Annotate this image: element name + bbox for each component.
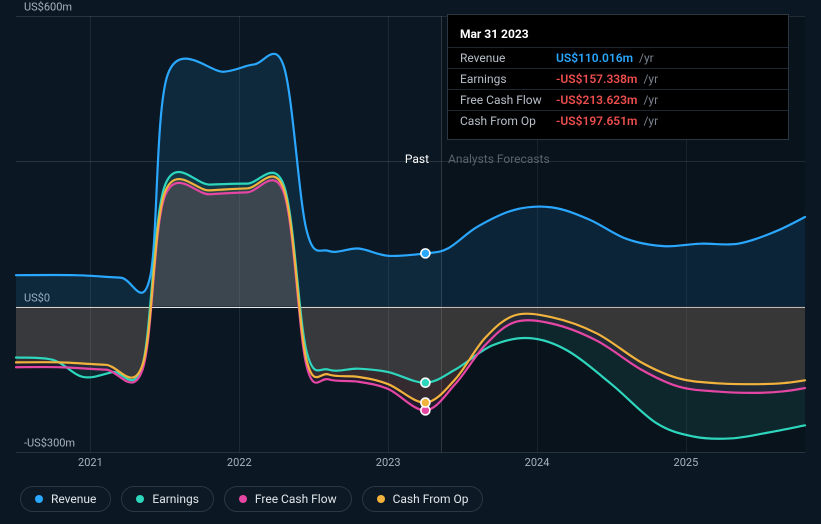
tooltip-row: Cash From Op -US$197.651m/yr: [448, 110, 788, 131]
tooltip-row-unit: /yr: [639, 51, 654, 65]
tooltip-row-unit: /yr: [643, 93, 658, 107]
tooltip-row-unit: /yr: [643, 114, 658, 128]
tooltip-row-value: US$110.016m: [556, 51, 633, 65]
legend: Revenue Earnings Free Cash Flow Cash From O…: [20, 486, 483, 512]
tooltip-row-value: -US$197.651m: [556, 114, 637, 128]
tooltip-row: Earnings -US$157.338m/yr: [448, 68, 788, 89]
legend-item-cfo[interactable]: Cash From Op: [362, 486, 484, 512]
tooltip-row-value: -US$157.338m: [556, 72, 637, 86]
tooltip-row-label: Free Cash Flow: [460, 93, 550, 107]
legend-item-earnings[interactable]: Earnings: [121, 486, 214, 512]
legend-label: Cash From Op: [393, 492, 469, 506]
tooltip-row-unit: /yr: [643, 72, 658, 86]
tooltip-date: Mar 31 2023: [448, 23, 788, 47]
tooltip-row-label: Revenue: [460, 51, 550, 65]
legend-label: Free Cash Flow: [255, 492, 337, 506]
tooltip-row-label: Cash From Op: [460, 114, 550, 128]
hover-tooltip: Mar 31 2023 RevenueUS$110.016m/yrEarning…: [447, 14, 789, 140]
legend-swatch: [35, 495, 43, 503]
tooltip-row-value: -US$213.623m: [556, 93, 637, 107]
legend-label: Revenue: [51, 492, 96, 506]
legend-swatch: [377, 495, 385, 503]
legend-swatch: [239, 495, 247, 503]
legend-item-fcf[interactable]: Free Cash Flow: [224, 486, 352, 512]
tooltip-row: Free Cash Flow -US$213.623m/yr: [448, 89, 788, 110]
tooltip-row: Revenue US$110.016m/yr: [448, 47, 788, 68]
legend-swatch: [136, 495, 144, 503]
legend-item-revenue[interactable]: Revenue: [20, 486, 111, 512]
tooltip-row-label: Earnings: [460, 72, 550, 86]
legend-label: Earnings: [152, 492, 199, 506]
